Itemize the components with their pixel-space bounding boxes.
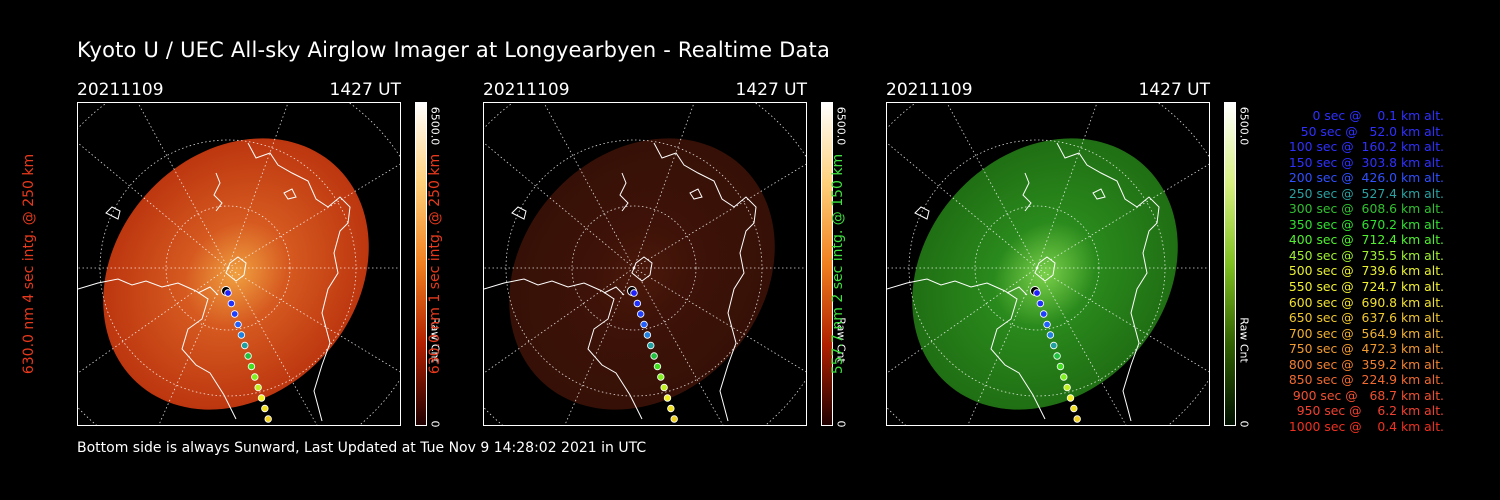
legend-entry: 950 sec @ 6.2 km alt. — [1296, 403, 1444, 419]
trajectory-point — [1073, 415, 1081, 423]
legend-entry: 750 sec @ 472.3 km alt. — [1288, 341, 1444, 357]
allsky-image — [886, 102, 1210, 426]
colorbar-max: 6500.0 — [1237, 106, 1251, 146]
trajectory-point — [251, 373, 259, 381]
colorbar — [1224, 102, 1236, 426]
legend-entry: 700 sec @ 564.9 km alt. — [1288, 325, 1444, 341]
trajectory-point — [264, 415, 272, 423]
footer-status: Bottom side is always Sunward, Last Upda… — [77, 440, 647, 456]
legend-entry: 0 sec @ 0.1 km alt. — [1312, 108, 1444, 123]
page-title: Kyoto U / UEC All-sky Airglow Imager at … — [77, 38, 831, 62]
trajectory-point — [660, 383, 668, 392]
panel-side-label: 630.0 nm 4 sec intg. @ 250 km — [21, 153, 37, 375]
trajectory-point — [653, 362, 662, 371]
map-grid — [484, 103, 806, 425]
legend-entry: 350 sec @ 670.2 km alt. — [1288, 216, 1444, 232]
panel-557nm-2sec: 20211109 1427 UT — [830, 80, 1316, 440]
panel-side-label: 630.0 nm 1 sec intg. @ 250 km — [427, 153, 443, 375]
trajectory-point — [261, 404, 269, 413]
allsky-image — [77, 102, 401, 426]
legend-entry: 1000 sec @ 0.4 km alt. — [1288, 418, 1444, 434]
panel-date: 20211109 — [886, 80, 973, 100]
trajectory-point — [643, 331, 652, 339]
trajectory-point — [1056, 362, 1065, 371]
trajectory-point — [657, 373, 665, 381]
trajectory-point — [1066, 394, 1075, 402]
panel-time: 1427 UT — [329, 80, 402, 100]
legend-entry: 650 sec @ 637.6 km alt. — [1288, 310, 1444, 326]
trajectory-point — [227, 299, 236, 308]
trajectory-point — [667, 404, 675, 413]
trajectory-point — [633, 299, 642, 308]
panel-630nm-1sec: 20211109 1427 UT — [427, 80, 913, 440]
trajectory-point — [663, 394, 672, 402]
legend-entry: 500 sec @ 739.6 km alt. — [1288, 263, 1444, 279]
trajectory-point — [1060, 373, 1068, 381]
panel-time: 1427 UT — [1138, 80, 1211, 100]
panel-time: 1427 UT — [735, 80, 808, 100]
trajectory-point — [1070, 404, 1078, 413]
legend-entry: 200 sec @ 426.0 km alt. — [1288, 170, 1444, 186]
trajectory-point — [630, 289, 638, 297]
map-grid — [78, 103, 400, 425]
panel-630nm-4sec: 20211109 1427 UT — [21, 80, 507, 440]
colorbar-max: 6500.0 — [834, 106, 848, 146]
trajectory-point — [230, 310, 239, 318]
trajectory-point — [237, 331, 246, 339]
trajectory-point — [1050, 341, 1058, 350]
trajectory-point — [257, 394, 266, 402]
colorbar — [415, 102, 427, 426]
legend-entry: 900 sec @ 68.7 km alt. — [1292, 387, 1444, 403]
trajectory-point — [636, 310, 645, 318]
legend-entry: 400 sec @ 712.4 km alt. — [1288, 232, 1444, 248]
legend-entry: 250 sec @ 527.4 km alt. — [1288, 185, 1444, 201]
trajectory-point — [640, 320, 648, 329]
panel-side-label: 557.7 nm 2 sec intg. @ 150 km — [830, 153, 846, 375]
coastline — [78, 142, 351, 422]
trajectory-point — [1039, 310, 1048, 318]
trajectory-point — [1036, 299, 1045, 308]
trajectory-point — [1043, 320, 1051, 329]
colorbar-max: 6500.0 — [428, 106, 442, 146]
trajectory-point — [1053, 352, 1061, 360]
colorbar-min: 0 — [428, 420, 442, 428]
panel-date: 20211109 — [77, 80, 164, 100]
airglow-field — [103, 138, 369, 410]
coastline — [887, 142, 1160, 422]
airglow-field — [912, 138, 1178, 410]
colorbar — [821, 102, 833, 426]
airglow-field — [509, 138, 775, 410]
trajectory-point — [647, 341, 655, 350]
legend-entry: 150 sec @ 303.8 km alt. — [1288, 154, 1444, 170]
legend-entry: 50 sec @ 52.0 km alt. — [1300, 123, 1444, 139]
map-grid — [887, 103, 1209, 425]
trajectory-point — [670, 415, 678, 423]
trajectory-point — [244, 352, 252, 360]
legend-entry: 800 sec @ 359.2 km alt. — [1288, 356, 1444, 372]
trajectory-point — [650, 352, 658, 360]
colorbar-min: 0 — [834, 420, 848, 428]
legend-entry: 100 sec @ 160.2 km alt. — [1288, 139, 1444, 155]
trajectory-point — [1063, 383, 1071, 392]
trajectory-point — [247, 362, 256, 371]
trajectory-point — [241, 341, 249, 350]
legend-entry: 850 sec @ 224.9 km alt. — [1288, 372, 1444, 388]
panel-date: 20211109 — [483, 80, 570, 100]
trajectory-point — [254, 383, 262, 392]
trajectory-point — [1046, 331, 1055, 339]
legend-entry: 550 sec @ 724.7 km alt. — [1288, 279, 1444, 295]
allsky-image — [483, 102, 807, 426]
colorbar-min: 0 — [1237, 420, 1251, 428]
legend-entry: 600 sec @ 690.8 km alt. — [1288, 294, 1444, 310]
trajectory-point — [234, 320, 242, 329]
trajectory-legend: 0 sec @ 0.1 km alt. 50 sec @ 52.0 km alt.… — [1262, 108, 1444, 434]
legend-entry: 300 sec @ 608.6 km alt. — [1288, 201, 1444, 217]
colorbar-unit: Raw Cnt — [1237, 317, 1251, 363]
coastline — [484, 142, 757, 422]
legend-entry: 450 sec @ 735.5 km alt. — [1288, 247, 1444, 263]
trajectory-point — [1033, 289, 1041, 297]
trajectory-point — [224, 289, 232, 297]
